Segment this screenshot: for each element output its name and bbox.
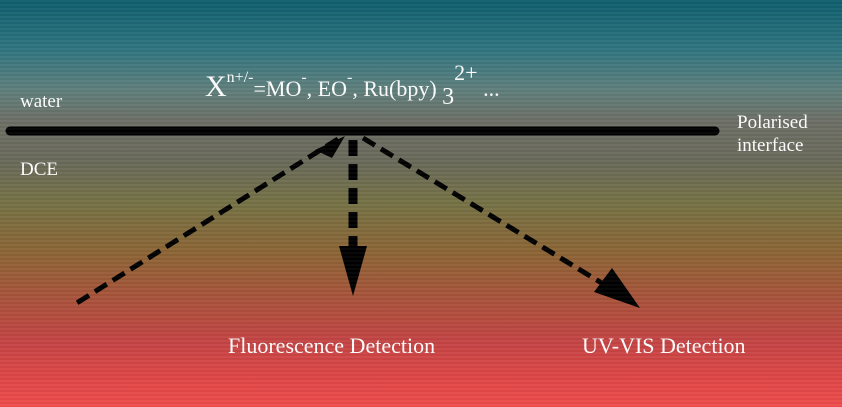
formula-minus-2: - <box>346 69 353 86</box>
uvvis-detection-label: UV-VIS Detection <box>582 333 746 358</box>
formula-tail: ... <box>483 76 500 101</box>
interface-label-line-1: Polarised <box>737 112 808 133</box>
formula-minus-1: - <box>301 69 307 86</box>
formula-ru: , Ru(bpy) <box>352 76 437 101</box>
formula-mo: =MO <box>253 76 302 101</box>
incident-beam <box>70 136 340 309</box>
formula-eo: , EO <box>306 76 347 101</box>
fluorescence-detection-label: Fluorescence Detection <box>228 333 436 358</box>
water-phase-label: water <box>20 91 63 112</box>
ion-formula: Xn+/-=MO-, EO-, Ru(bpy) 32+ ... <box>205 60 500 110</box>
formula-charge: n+/- <box>226 69 254 86</box>
transmitted-arrow-head <box>594 268 640 308</box>
formula-sup: 2+ <box>454 60 478 85</box>
formula-sub: 3 <box>442 84 455 110</box>
fluorescence-arrow-head <box>339 246 367 296</box>
dce-phase-label: DCE <box>20 159 58 180</box>
transmitted-beam <box>361 135 607 288</box>
formula-x: X <box>205 70 227 103</box>
incident-beam-head <box>315 136 345 158</box>
interface-label-line-2: interface <box>737 134 804 156</box>
interface-label: Polarised interface <box>737 112 808 158</box>
